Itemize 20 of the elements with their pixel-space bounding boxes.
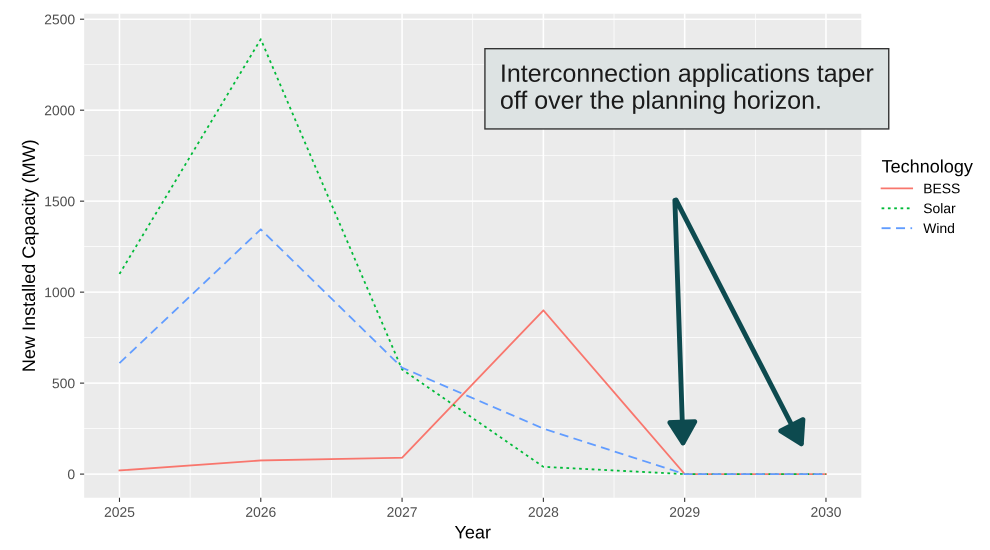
- x-tick-label: 2025: [104, 507, 134, 517]
- y-axis-title: New Installed Capacity (MW): [22, 140, 39, 371]
- x-tick-label: 2027: [387, 507, 417, 517]
- annotation: Interconnection applications taper off over the planning horizon.: [500, 64, 874, 114]
- x-axis-title: Year: [454, 526, 491, 539]
- legend-title: Technology: [882, 159, 973, 176]
- y-tick-label: 2500: [44, 14, 75, 24]
- x-tick-label: 2029: [670, 507, 700, 517]
- y-tick-label: 2000: [44, 106, 75, 116]
- x-tick-label: 2028: [528, 507, 558, 517]
- x-tick-label: 2026: [246, 507, 276, 517]
- legend-label: BESS: [924, 184, 960, 194]
- y-tick-label: 500: [52, 378, 75, 388]
- legend-label: Wind: [923, 222, 954, 234]
- x-tick-label: 2030: [811, 507, 841, 517]
- y-tick-label: 1000: [45, 287, 75, 298]
- line-series: [118, 309, 827, 475]
- legend-label: Solar: [924, 203, 956, 214]
- y-tick-label: 1500: [45, 196, 75, 206]
- y-tick-label: 0: [68, 469, 75, 480]
